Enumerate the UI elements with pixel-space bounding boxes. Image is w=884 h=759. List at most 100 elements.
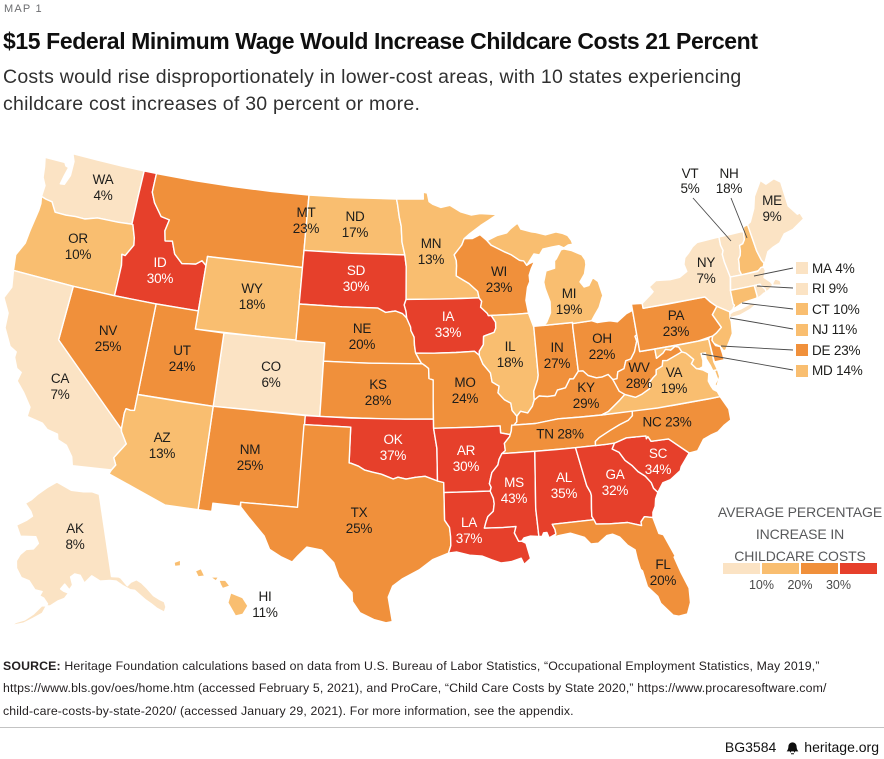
callout-label-vt: VT 5%	[660, 166, 720, 196]
callout-label-nh: NH 18%	[699, 166, 759, 196]
state-label-wy: WY 18%	[239, 281, 266, 312]
map-kicker: MAP 1	[4, 3, 43, 15]
callout-abbr: DE	[812, 342, 831, 358]
callout-abbr: RI	[812, 281, 826, 296]
legend-ticks: 10% 20% 30%	[723, 578, 877, 592]
legend-title-line-1: AVERAGE PERCENTAGE	[717, 504, 883, 520]
legend-title-line-3: CHILDCARE COSTS	[734, 548, 866, 564]
state-md[interactable]	[654, 338, 719, 372]
states-layer	[3, 153, 805, 627]
state-label-ks: KS 28%	[365, 377, 392, 408]
callout-value: 23%	[833, 342, 861, 358]
state-label-va: VA 19%	[661, 365, 688, 396]
legend-swatch-3	[800, 563, 839, 574]
state-label-ok: OK 37%	[380, 432, 407, 463]
state-callout-label-ct: CT 10%	[812, 302, 860, 317]
state-callout-label-nj: NJ 11%	[812, 322, 857, 337]
state-ak[interactable]	[9, 481, 167, 627]
callout-lines	[692, 197, 794, 371]
state-label-al: AL 35%	[551, 470, 578, 501]
state-ms[interactable]	[483, 450, 540, 542]
state-label-mn: MN 13%	[418, 236, 445, 267]
state-mt[interactable]	[151, 172, 310, 269]
callout-line-ri	[756, 285, 794, 289]
state-label-ia: IA 33%	[435, 309, 462, 340]
callout-value: 10%	[833, 301, 860, 317]
state-label-tn: TN 28%	[536, 427, 584, 442]
callout-abbr: NJ	[812, 322, 829, 337]
state-label-mt: MT 23%	[293, 205, 320, 236]
footer-divider	[0, 727, 884, 728]
legend-tick-10: 10%	[748, 578, 775, 592]
state-hi[interactable]	[173, 559, 249, 617]
callout-value: 4%	[835, 260, 855, 276]
site-label: heritage.org	[804, 739, 879, 755]
callout-vt-value: 5%	[680, 180, 700, 196]
state-label-wi: WI 23%	[486, 264, 513, 295]
state-label-ca: CA 7%	[50, 371, 69, 402]
callout-nh-abbr: NH	[719, 166, 739, 181]
state-label-mi: MI 19%	[556, 286, 583, 317]
report-id: BG3584	[724, 739, 777, 755]
callout-line-de	[720, 345, 794, 351]
state-ca[interactable]	[3, 269, 127, 471]
state-swatch-md	[796, 364, 808, 377]
state-label-az: AZ 13%	[149, 430, 176, 461]
state-callout-label-ma: MA 4%	[812, 261, 855, 276]
callout-value: 11%	[831, 322, 858, 337]
state-label-co: CO 6%	[261, 359, 281, 390]
legend-swatch-4	[839, 563, 877, 574]
source-line-1: Heritage Foundation calculations based o…	[64, 659, 820, 673]
state-mi[interactable]	[486, 222, 604, 327]
legend-color-bar	[723, 563, 877, 574]
state-label-me: ME 9%	[762, 193, 782, 224]
state-callout-label-ri: RI 9%	[812, 281, 848, 296]
state-label-in: IN 27%	[544, 340, 571, 371]
footer: BG3584 heritage.org	[725, 739, 879, 755]
legend-callout-ct: CT 10%	[796, 300, 860, 318]
callout-line-md	[701, 353, 794, 371]
state-label-ms: MS 43%	[501, 475, 528, 506]
state-label-sd: SD 30%	[343, 263, 370, 294]
callout-nh-value: 18%	[715, 180, 743, 196]
callout-line-nj	[729, 317, 794, 330]
legend-tick-30: 30%	[825, 578, 852, 592]
state-label-ut: UT 24%	[169, 343, 196, 374]
state-label-ne: NE 20%	[349, 321, 376, 352]
state-label-ak: AK 8%	[65, 521, 84, 552]
state-label-or: OR 10%	[65, 231, 92, 262]
callout-line-nh	[730, 197, 748, 239]
source-note: SOURCE: Heritage Foundation calculations…	[3, 655, 827, 722]
callout-abbr: MD	[812, 363, 833, 378]
callout-line-ma	[753, 267, 794, 277]
callout-value: 9%	[828, 281, 848, 296]
state-label-ky: KY 29%	[573, 380, 600, 411]
state-swatch-ct	[796, 303, 808, 315]
callout-line-vt	[692, 197, 732, 242]
legend-callout-de: DE 23%	[796, 341, 861, 359]
state-tx[interactable]	[240, 423, 452, 624]
state-de[interactable]	[707, 335, 725, 363]
subtitle-line-1: Costs would rise disproportionately in l…	[3, 66, 742, 88]
state-callout-label-md: MD 14%	[812, 363, 863, 378]
state-label-mo: MO 24%	[452, 375, 479, 406]
state-nj[interactable]	[711, 305, 734, 352]
page-subtitle: Costs would rise disproportionately in l…	[3, 64, 742, 117]
state-label-wa: WA 4%	[93, 172, 114, 203]
legend-callout-md: MD 14%	[796, 362, 863, 380]
state-nc[interactable]	[594, 395, 732, 454]
state-label-la: LA 37%	[456, 515, 483, 546]
state-label-ga: GA 32%	[602, 467, 629, 498]
state-label-wv: WV 28%	[626, 360, 653, 391]
state-label-nd: ND 17%	[342, 209, 369, 240]
state-fl[interactable]	[551, 516, 692, 617]
legend-callout-ri: RI 9%	[796, 280, 848, 298]
state-label-il: IL 18%	[497, 339, 524, 370]
state-label-ny: NY 7%	[696, 255, 715, 286]
state-me[interactable]	[746, 178, 805, 264]
state-swatch-ma	[796, 262, 808, 274]
state-swatch-nj	[796, 323, 808, 336]
state-label-oh: OH 22%	[589, 331, 616, 362]
